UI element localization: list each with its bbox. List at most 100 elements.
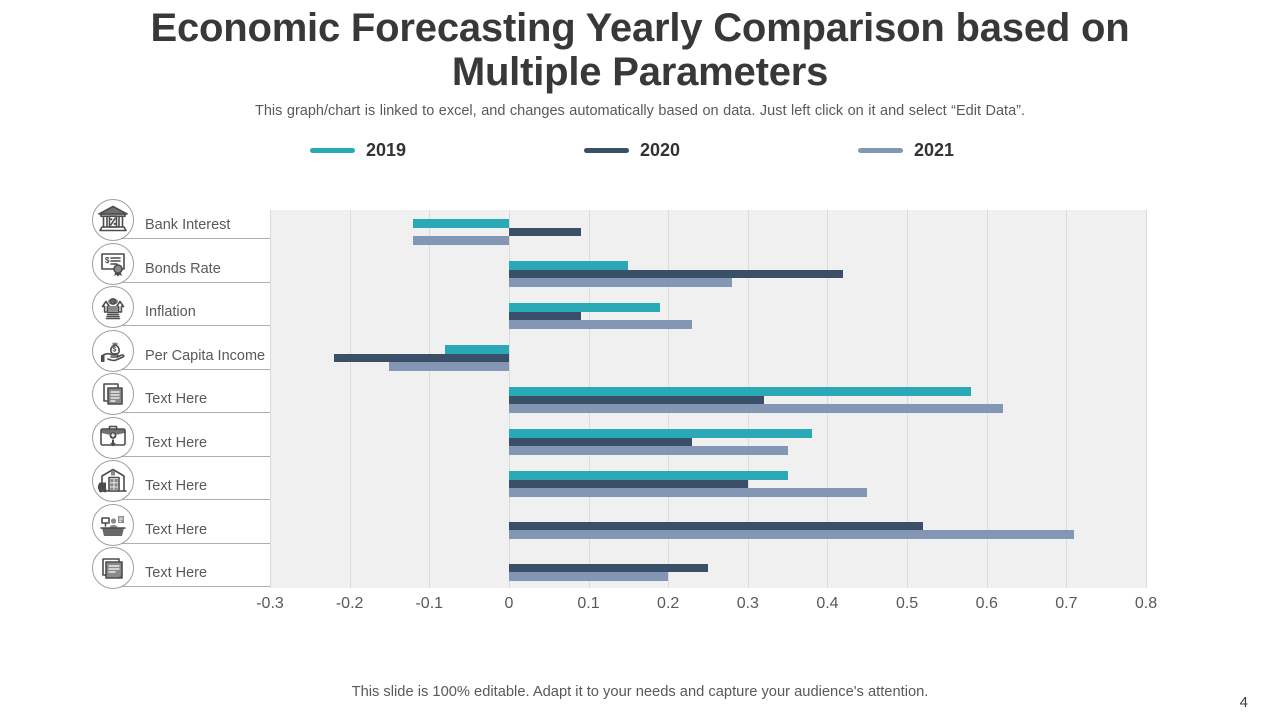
x-tick-label: 0.3 (736, 595, 759, 612)
category-label: Text Here (145, 391, 208, 408)
category-row-per-capita-income: $ Per Capita Income (88, 326, 270, 372)
bank-building-icon (92, 199, 134, 242)
x-tick-label: 0.8 (1134, 595, 1158, 612)
bar-2020-per-capita-income (333, 353, 509, 363)
title-line-1: Economic Forecasting Yearly Comparison b… (150, 6, 1130, 50)
legend-item-2021: 2021 (858, 137, 954, 163)
bar-2020-text-here (508, 395, 764, 405)
category-underline (110, 412, 270, 414)
gridline (270, 210, 271, 588)
per-capita-income-icon: $ (92, 329, 134, 372)
gridline (1146, 210, 1147, 588)
bar-2019-text-here (508, 471, 788, 480)
category-label: Text Here (145, 478, 208, 495)
category-row-text-here: Text Here (88, 413, 270, 459)
bar-2021-text-here (508, 446, 788, 455)
x-tick-label: -0.1 (415, 595, 444, 612)
cashier-desk-icon (92, 503, 134, 546)
bar-2021-per-capita-income (389, 362, 509, 371)
bar-2020-inflation (508, 311, 581, 321)
category-underline (110, 325, 270, 327)
x-tick-label: 0.1 (577, 595, 600, 612)
x-tick-label: -0.2 (335, 595, 364, 612)
inflation-arrows-icon: $ (92, 286, 134, 329)
bar-2020-bank-interest (508, 227, 581, 237)
gridline (1066, 210, 1068, 588)
subtitle: This graph/chart is linked to excel, and… (254, 103, 1026, 119)
svg-text:$: $ (113, 346, 117, 353)
x-tick-label: 0.4 (816, 595, 839, 612)
gridline (907, 210, 909, 588)
bar-2021-bank-interest (413, 236, 509, 245)
x-tick-label: 0.7 (1055, 595, 1078, 612)
category-row-text-here: Text Here (88, 369, 270, 416)
category-label: Inflation (145, 304, 196, 321)
category-label: Text Here (145, 521, 208, 538)
category-underline (110, 499, 270, 501)
bar-2021-text-here (508, 488, 868, 497)
footer-note: This slide is 100% editable. Adapt it to… (351, 684, 929, 700)
documents-icon (92, 373, 134, 416)
category-underline (110, 368, 270, 370)
bar-2020-text-here (508, 521, 923, 531)
gridline (986, 210, 988, 588)
page-number: 4 (1239, 694, 1248, 711)
x-axis: -0.3 -0.2 -0.1 0 0.1 0.2 0.3 0.4 0.5 0.6 0.7 0.8 (256, 595, 1157, 613)
category-row-text-here: Text Here (88, 500, 270, 546)
legend-label-2021: 2021 (914, 139, 955, 160)
bar-2021-text-here (508, 572, 669, 581)
category-label: Text Here (145, 434, 208, 451)
bar-2020-text-here (508, 563, 708, 573)
bar-2019-bank-interest (413, 219, 509, 228)
page-title: Economic Forecasting Yearly Comparison b… (0, 6, 1280, 94)
category-label: Per Capita Income (145, 347, 266, 364)
legend-swatch-2021 (858, 147, 903, 153)
bar-2019-inflation (508, 303, 661, 312)
gridline (827, 210, 829, 588)
x-tick-label: 0.5 (895, 595, 919, 612)
category-row-bank-interest: Bank Interest (88, 195, 270, 242)
category-row-text-here: Text Here (88, 543, 270, 590)
bar-2019-per-capita-income (445, 345, 509, 354)
chart-plot-area (270, 210, 1147, 588)
chart-legend: 2019 2020 2021 (0, 137, 1280, 163)
bar-2021-text-here (508, 404, 1003, 413)
bond-certificate-icon: $ (92, 242, 134, 285)
gridline (429, 210, 431, 588)
category-label: Text Here (145, 565, 208, 582)
bar-2019-bonds-rate (508, 261, 629, 270)
legend-label-2020: 2020 (640, 139, 681, 160)
svg-text:$: $ (111, 299, 115, 306)
legend-swatch-2019 (310, 147, 355, 153)
svg-text:$: $ (105, 256, 110, 265)
category-row-text-here: Text Here (88, 456, 270, 503)
briefcase-down-arrow-icon (92, 416, 134, 459)
legend-swatch-2020 (584, 147, 629, 153)
bar-2019-text-here (508, 387, 971, 396)
category-underline (110, 238, 270, 240)
category-row-bonds-rate: $ Bonds Rate (88, 239, 270, 285)
legend-item-2020: 2020 (584, 137, 680, 163)
gridline (349, 210, 351, 588)
category-underline (110, 586, 270, 588)
category-label: Bonds Rate (145, 260, 221, 277)
bar-2021-inflation (508, 320, 693, 329)
x-tick-label: 0 (504, 595, 514, 612)
bar-2020-text-here (508, 437, 693, 447)
legend-item-2019: 2019 (310, 137, 406, 163)
bar-2021-bonds-rate (508, 278, 732, 287)
category-underline (110, 281, 270, 283)
bar-2019-text-here (508, 429, 812, 438)
category-label: Bank Interest (145, 217, 231, 234)
title-line-2: Multiple Parameters (451, 50, 829, 94)
x-tick-label: 0.6 (975, 595, 998, 612)
category-underline (110, 455, 270, 457)
bar-2021-text-here (508, 530, 1075, 539)
x-tick-label: -0.3 (256, 595, 284, 612)
warehouse-truck-icon (92, 460, 134, 503)
bar-2020-text-here (508, 479, 748, 489)
category-underline (110, 542, 270, 544)
notes-icon (92, 547, 134, 590)
category-row-inflation: $ Inflation (88, 282, 270, 329)
